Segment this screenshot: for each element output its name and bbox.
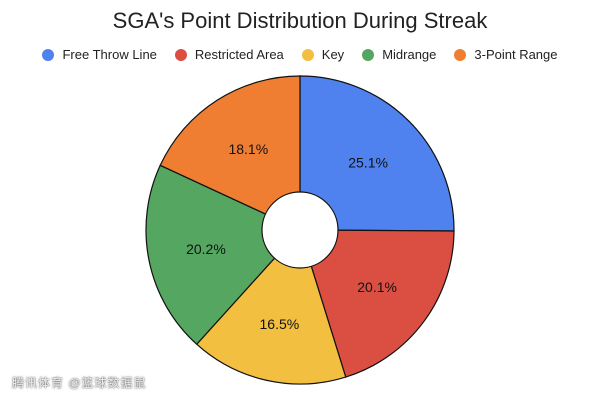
- legend-swatch: [454, 48, 467, 61]
- legend-label: Key: [321, 47, 345, 62]
- slice-label: 20.1%: [357, 279, 397, 295]
- legend-label: Midrange: [382, 47, 437, 62]
- legend-item: Restricted Area: [174, 47, 284, 62]
- legend-label: Free Throw Line: [62, 47, 157, 62]
- legend-swatch: [174, 48, 187, 61]
- legend-item: Midrange: [362, 47, 436, 62]
- slice-label: 25.1%: [348, 154, 388, 170]
- slice-label: 18.1%: [228, 141, 268, 157]
- pie-slice: [299, 75, 455, 232]
- donut-hole: [261, 191, 339, 269]
- pie-slice: [145, 164, 301, 346]
- watermark: 腾讯体育 @篮球数据鼠: [12, 376, 147, 390]
- legend-label: 3-Point Range: [474, 47, 558, 62]
- chart-title: SGA's Point Distribution During Streak: [112, 8, 488, 33]
- slice-label: 20.2%: [186, 241, 226, 257]
- pie-slice: [159, 75, 301, 231]
- legend-label: Restricted Area: [194, 47, 284, 62]
- legend-swatch: [42, 48, 55, 61]
- legend-item: Free Throw Line: [42, 47, 157, 62]
- pie-slices: [145, 75, 455, 385]
- legend-swatch: [301, 48, 314, 61]
- pie-labels: 25.1% 20.1% 16.5% 20.2% 18.1%: [186, 141, 397, 332]
- pie-slice: [299, 229, 455, 378]
- slice-label: 16.5%: [260, 316, 300, 332]
- legend-swatch: [362, 48, 375, 61]
- pie-slice: [195, 228, 347, 385]
- legend-item: 3-Point Range: [454, 47, 558, 62]
- chart-legend: Free Throw Line Restricted Area Key Midrang…: [0, 47, 600, 62]
- legend-item: Key: [301, 47, 345, 62]
